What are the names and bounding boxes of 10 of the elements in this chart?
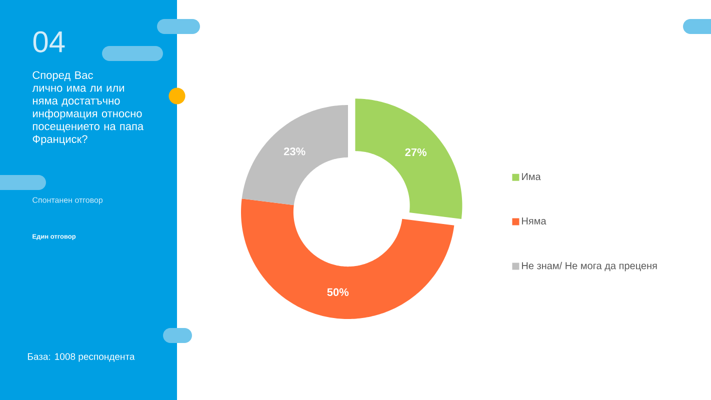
legend-label: Има (522, 173, 541, 180)
data-label: 23% (284, 147, 306, 156)
legend-label: Не знам/ Не мога да преценя (522, 262, 657, 272)
data-label: 27% (405, 148, 427, 156)
text: База: 1008 респондента (28, 353, 135, 362)
data-label: 50% (327, 288, 349, 296)
text: 04 (33, 31, 65, 52)
legend-label: Няма (522, 218, 546, 225)
text: Спонтанен отговор (32, 197, 103, 204)
text: Според Вас лично има ли или няма достатъчно информация относно посещението на папа Франциск? (32, 71, 144, 146)
